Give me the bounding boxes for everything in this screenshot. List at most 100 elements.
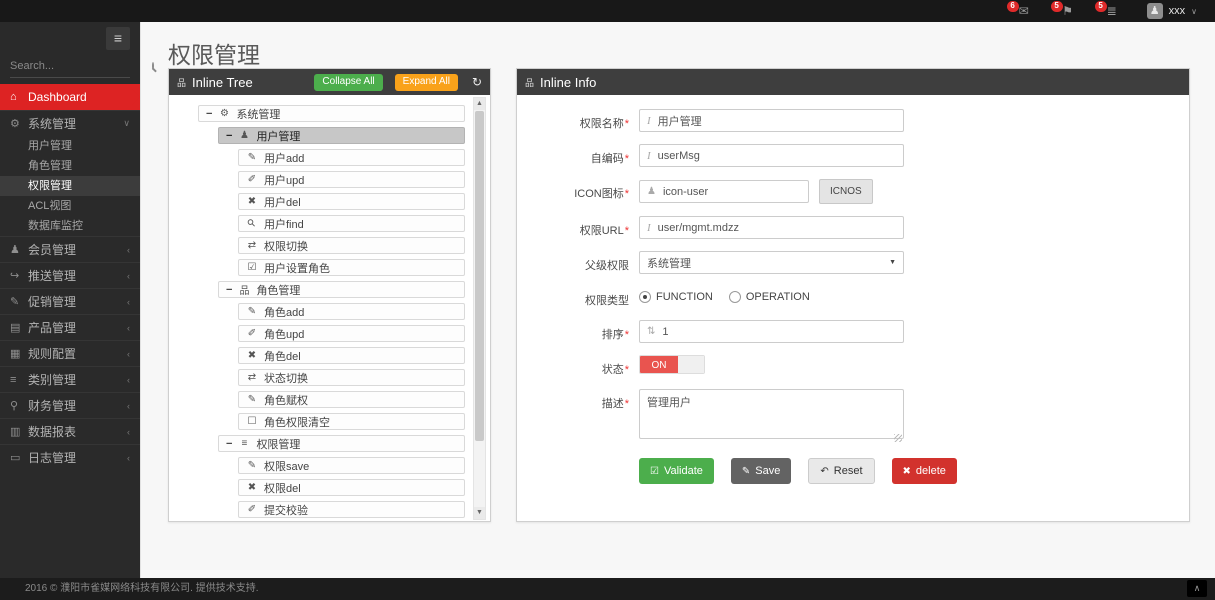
user-icon: ♟ [647,186,656,197]
permission-name-input[interactable] [657,114,896,127]
switch-icon: ⇄ [247,372,257,383]
reset-button[interactable]: ↶ Reset [808,458,875,484]
radio-operation[interactable]: OPERATION [728,291,810,303]
icnos-button[interactable]: ICNOS [819,179,873,204]
spinner-icon: ⇅ [647,326,656,337]
search-icon[interactable] [152,61,154,70]
chevron-left-icon: ‹ [127,452,130,463]
tree-node[interactable]: ⇄ 权限切换 [238,237,465,254]
tree-node[interactable]: − ⚙ 系统管理 [198,105,465,122]
tree-node[interactable]: ✎ 角色赋权 [238,391,465,408]
validate-button[interactable]: ☑ Validate [639,458,714,484]
tree-node[interactable]: ☐ 角色权限清空 [238,413,465,430]
sidebar-item-m5[interactable]: ≡ 类别管理 ‹ [0,366,140,392]
tree-node[interactable]: ✎ 用户add [238,149,465,166]
collapse-all-button[interactable]: Collapse All [314,73,383,91]
tree-node[interactable]: ✐ 角色upd [238,325,465,342]
tree-node[interactable]: ✎ 权限save [238,457,465,474]
description-textarea[interactable]: 管理用户 [639,389,904,439]
sidebar-item-m0[interactable]: ♟ 会员管理 ‹ [0,236,140,262]
refresh-icon[interactable]: ↻ [471,75,482,89]
delete-button[interactable]: ✖ delete [891,458,957,484]
edit-icon: ✐ [247,328,257,339]
sidebar-subitem-2[interactable]: 权限管理 [0,176,140,196]
radio-function[interactable]: FUNCTION [639,291,713,303]
tree-body: − ⚙ 系统管理 − ♟ 用户管理 ✎ 用户add ✐ 用户upd ✖ 用户de… [169,95,490,522]
hamburger-button[interactable]: ≡ [106,27,130,50]
flag-icon: ⚑ [1062,4,1074,18]
scroll-up-icon[interactable]: ▲ [474,98,485,110]
tree-node[interactable]: − 品 角色管理 [218,281,465,298]
chevron-up-icon: ∧ [1193,583,1201,593]
sidebar-item-m6[interactable]: ⚲ 财务管理 ‹ [0,392,140,418]
switch-icon: ⇄ [247,240,257,251]
tree-node[interactable]: ✖ 权限del [238,479,465,496]
tree-node[interactable]: ⚲ 用户find [238,215,465,232]
icon-input[interactable] [662,185,805,198]
report-icon: ▥ [10,426,21,438]
tree-node[interactable]: − ≡ 权限管理 [218,435,465,452]
notification-badge: 6 [1006,1,1019,12]
sidebar-item-dashboard[interactable]: ⌂ Dashboard [0,84,140,110]
sidebar-item-m2[interactable]: ✎ 促销管理 ‹ [0,288,140,314]
pencil-icon: ✎ [247,306,257,317]
collapse-node-icon[interactable]: − [226,437,233,450]
sidebar-item-m1[interactable]: ↪ 推送管理 ‹ [0,262,140,288]
sidebar-subitem-4[interactable]: 数据库监控 [28,220,83,232]
collapse-node-icon[interactable]: − [206,107,213,120]
url-input[interactable] [657,221,896,234]
sort-input[interactable] [662,325,896,338]
status-toggle[interactable]: ON [639,355,705,374]
notification-button[interactable]: ✉ 6 [1006,1,1033,18]
sidebar-subitem-1[interactable]: 角色管理 [28,160,72,172]
sidebar-search [10,54,154,78]
scrollbar-thumb[interactable] [475,111,484,441]
form-row-icon: ICON图标* ♟ ICNOS [517,179,1189,204]
notification-button[interactable]: ⚑ 5 [1050,1,1077,18]
save-button[interactable]: ✎ Save [730,458,792,484]
tree-scrollbar[interactable]: ▲ ▼ [473,97,486,520]
user-menu[interactable]: ♟ xxx ∨ [1146,3,1197,19]
sidebar-item-m8[interactable]: ▭ 日志管理 ‹ [0,444,140,470]
sidebar-subitem-3[interactable]: ACL视图 [28,200,72,212]
tree-node[interactable]: ⇄ 状态切换 [238,369,465,386]
inline-tree-panel: 品 Inline Tree Collapse All Expand All ↻ … [168,68,491,522]
user-icon: ♟ [1149,5,1160,17]
tree-node[interactable]: − ♟ 用户管理 [218,127,465,144]
italic-icon: I [647,114,651,127]
parent-permission-select[interactable]: 系统管理 ▼ [639,251,904,274]
tree-node[interactable]: ✎ 角色add [238,303,465,320]
tree-node[interactable]: ✐ 提交校验 [238,501,465,518]
form-row-code: 自编码* I [517,144,1189,167]
tasks-icon: ≣ [1106,4,1117,18]
chevron-left-icon: ‹ [127,322,130,333]
form-row-parent: 父级权限 系统管理 ▼ [517,251,1189,274]
user-avatar: ♟ [1146,3,1163,19]
tree-node[interactable]: ✖ 角色del [238,347,465,364]
code-input[interactable] [657,149,896,162]
log-icon: ▭ [10,452,21,464]
expand-all-button[interactable]: Expand All [394,73,458,91]
sidebar-item-system[interactable]: ⚙ 系统管理 ∨ [0,110,140,136]
collapse-node-icon[interactable]: − [226,129,233,142]
list-icon: ≡ [241,438,248,449]
sidebar-item-m3[interactable]: ▤ 产品管理 ‹ [0,314,140,340]
square-icon: ☐ [247,416,257,427]
category-icon: ≡ [10,373,17,386]
scroll-down-icon[interactable]: ▼ [474,507,485,519]
sidebar-item-m4[interactable]: ▦ 规则配置 ‹ [0,340,140,366]
footer: 2016 © 濮阳市雀媒网络科技有限公司. 提供技术支持. ∧ [0,578,1215,600]
search-input[interactable] [10,59,152,72]
sidebar-item-m7[interactable]: ▥ 数据报表 ‹ [0,418,140,444]
back-to-top-button[interactable]: ∧ [1187,580,1207,597]
collapse-node-icon[interactable]: − [226,283,233,296]
sidebar-subitem-0[interactable]: 用户管理 [28,140,72,152]
tree-node-label: 角色add [264,306,305,319]
radio-dot-icon [728,291,741,303]
tree-node[interactable]: ☑ 用户设置角色 [238,259,465,276]
chevron-left-icon: ‹ [127,296,130,307]
tree-node[interactable]: ✐ 用户upd [238,171,465,188]
tree-node[interactable]: ✖ 用户del [238,193,465,210]
chevron-left-icon: ‹ [127,400,130,411]
notification-button[interactable]: ≣ 5 [1094,1,1121,18]
